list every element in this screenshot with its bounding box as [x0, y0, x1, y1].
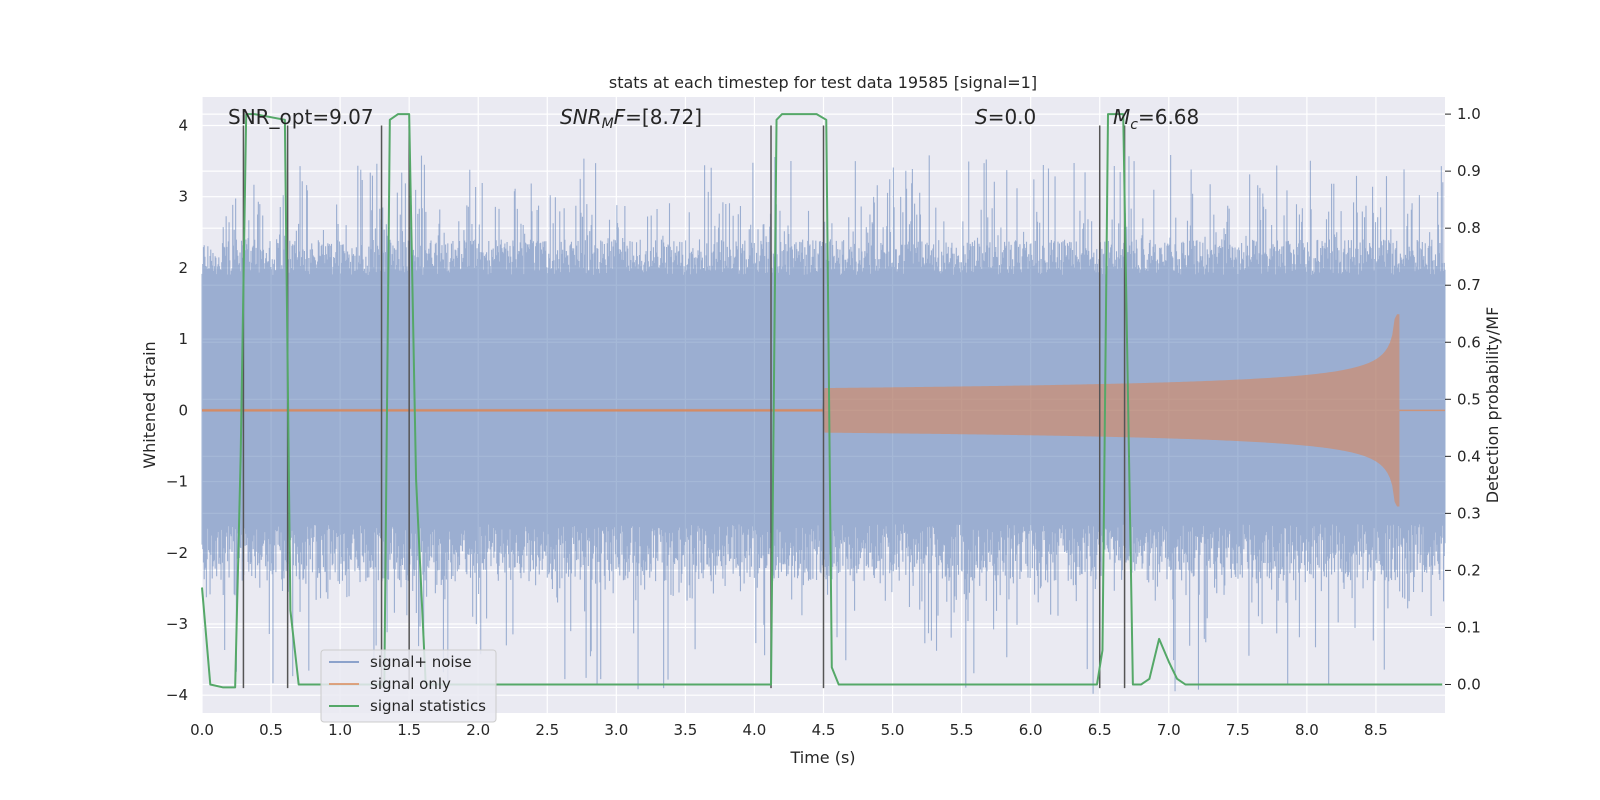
- x-tick-label-14: 7.0: [1157, 721, 1181, 739]
- y-tick-label-2: −2: [166, 544, 188, 562]
- annotation-snr-mf: SNRMF=[8.72]: [560, 105, 702, 132]
- statistics-series: [201, 113, 1443, 689]
- annotation-snr-mf-symbol: SNR: [560, 105, 602, 129]
- y2-tick-label-0: 0.0: [1457, 675, 1481, 693]
- x-tick-label-5: 2.5: [535, 721, 559, 739]
- y2-tick-label-1: 0.1: [1457, 618, 1481, 636]
- x-tick-label-1: 0.5: [259, 721, 283, 739]
- y-ticks: −4 −3 −2 −1 0 1 2 3 4: [166, 116, 188, 704]
- y2-tick-label-8: 0.8: [1457, 219, 1481, 237]
- y-tick-label-7: 3: [178, 188, 188, 206]
- legend-label-stats: signal statistics: [370, 697, 486, 715]
- annotation-mc-symbol: M: [1113, 105, 1130, 129]
- x-tick-label-9: 4.5: [812, 721, 836, 739]
- x-tick-label-12: 6.0: [1019, 721, 1043, 739]
- annotation-s-symbol: S: [975, 105, 988, 129]
- y-tick-label-5: 1: [178, 330, 188, 348]
- annotation-mc: Mc=6.68: [1113, 105, 1199, 133]
- x-axis-label: Time (s): [789, 748, 855, 767]
- y-tick-label-1: −3: [166, 615, 188, 633]
- chirp-series: [202, 314, 1445, 507]
- y2-tick-label-7: 0.7: [1457, 276, 1481, 294]
- x-tick-label-0: 0.0: [190, 721, 214, 739]
- annotation-s-value: =0.0: [988, 105, 1037, 129]
- legend-box: [320, 649, 497, 723]
- x-tick-label-15: 7.5: [1226, 721, 1250, 739]
- y2-axis-label: Detection probability/MF: [1483, 307, 1502, 504]
- annotation-snr-opt: SNR_opt=9.07: [228, 105, 374, 129]
- y2-tick-label-5: 0.5: [1457, 390, 1481, 408]
- y-tick-label-6: 2: [178, 259, 188, 277]
- annotation-snr-mf-value: =[8.72]: [625, 105, 702, 129]
- annotation-mc-value: =6.68: [1138, 105, 1199, 129]
- x-tick-label-6: 3.0: [604, 721, 628, 739]
- x-tick-label-10: 5.0: [881, 721, 905, 739]
- annotation-s: S=0.0: [975, 105, 1036, 129]
- x-tick-label-8: 4.0: [743, 721, 767, 739]
- y-tick-label-0: −4: [166, 686, 188, 704]
- x-tick-label-7: 3.5: [673, 721, 697, 739]
- x-tick-label-16: 8.0: [1295, 721, 1319, 739]
- annotation-snr-mf-subscript: M: [602, 116, 614, 132]
- annotation-mc-subscript: c: [1130, 117, 1138, 133]
- x-tick-label-3: 1.5: [397, 721, 421, 739]
- y2-tick-label-2: 0.2: [1457, 561, 1481, 579]
- x-tick-label-11: 5.5: [950, 721, 974, 739]
- y2-ticks: 0.0 0.1 0.2 0.3 0.4 0.5 0.6 0.7 0.8 0.9 1.0: [1445, 105, 1481, 693]
- y2-tick-label-4: 0.4: [1457, 447, 1481, 465]
- y2-tick-label-3: 0.3: [1457, 504, 1481, 522]
- legend-label-noise: signal+ noise: [370, 653, 472, 671]
- legend-label-signal: signal only: [370, 675, 451, 693]
- chart-title: stats at each timestep for test data 195…: [609, 73, 1037, 92]
- x-tick-label-17: 8.5: [1364, 721, 1388, 739]
- statistics-line: [201, 113, 1443, 689]
- y-tick-label-4: 0: [178, 401, 188, 419]
- y2-tick-label-10: 1.0: [1457, 105, 1481, 123]
- annotation-snr-mf-symbol2: F: [614, 105, 626, 129]
- y-tick-label-8: 4: [178, 116, 188, 134]
- x-tick-label-2: 1.0: [328, 721, 352, 739]
- x-ticks: 0.0 0.5 1.0 1.5 2.0 2.5 3.0 3.5 4.0 4.5 5.0 5.5 6.0 6…: [190, 721, 1388, 739]
- y2-tick-label-9: 0.9: [1457, 162, 1481, 180]
- x-tick-label-4: 2.0: [466, 721, 490, 739]
- legend: signal+ noise signal only signal statist…: [320, 649, 497, 723]
- y-tick-label-3: −1: [166, 473, 188, 491]
- y-axis-label: Whitened strain: [140, 341, 159, 468]
- y2-tick-label-6: 0.6: [1457, 333, 1481, 351]
- x-tick-label-13: 6.5: [1088, 721, 1112, 739]
